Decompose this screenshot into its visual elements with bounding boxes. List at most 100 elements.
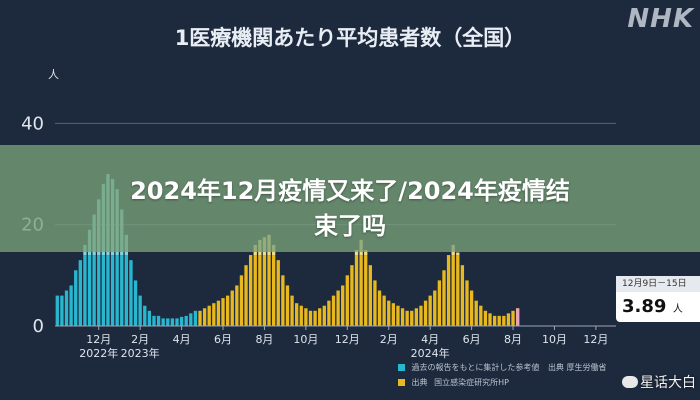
series-0-bar (152, 315, 156, 326)
series-0-bar (69, 285, 73, 326)
series-1-bar (313, 310, 317, 326)
legend-label-reference: 過去の報告をもとに集計した参考値 (411, 363, 540, 372)
x-tick-label: 12月 (335, 333, 360, 346)
watermark-text: 星话大白 (640, 375, 696, 391)
x-year-label: 2024年 (411, 346, 450, 360)
series-1-bar (479, 305, 483, 326)
series-1-bar (267, 255, 271, 326)
legend-note-reference: 過去の報告をもとに集計した参考値 出典 厚生労働省 (398, 362, 606, 373)
series-1-bar (225, 295, 230, 326)
weibo-watermark: 星话大白 (622, 372, 696, 392)
series-0-bar (124, 255, 129, 326)
series-1-bar (230, 290, 234, 326)
y-axis-unit: 人 (48, 68, 59, 81)
series-1-bar (202, 308, 207, 326)
series-0-bar (101, 255, 105, 326)
series-0-bar (138, 295, 142, 326)
series-1-bar (322, 305, 326, 326)
series-0-bar (189, 313, 193, 326)
weibo-icon (622, 376, 638, 388)
series-1-bar (373, 280, 377, 326)
series-1-bar (212, 303, 216, 326)
series-1-bar (460, 265, 465, 326)
series-1-bar (221, 298, 225, 326)
series-0-bar (64, 290, 69, 326)
series-0-bar (60, 295, 64, 326)
x-year-label: 2023年 (121, 346, 160, 360)
series-0-bar (179, 316, 184, 326)
series-1-bar-upper (456, 252, 460, 256)
series-1-bar (497, 315, 501, 326)
series-1-bar (354, 255, 359, 326)
series-1-bar (262, 255, 267, 326)
series-1-bar (396, 305, 400, 326)
latest-bar (515, 308, 520, 326)
series-1-bar (387, 300, 391, 326)
series-1-bar (345, 275, 349, 326)
x-tick-label: 6月 (463, 333, 481, 346)
series-1-bar-upper (364, 250, 368, 256)
series-1-bar (428, 295, 432, 326)
x-tick-label: 8月 (255, 333, 273, 346)
series-1-bar (359, 255, 363, 326)
series-1-bar (511, 310, 515, 326)
series-1-bar (465, 280, 469, 326)
series-1-bar (433, 290, 437, 326)
series-1-bar (331, 295, 336, 326)
series-1-bar (488, 313, 492, 326)
series-1-bar (290, 295, 294, 326)
series-1-bar (492, 315, 497, 326)
series-1-bar (304, 308, 308, 326)
series-1-bar (451, 255, 455, 326)
series-0-bar (78, 260, 82, 326)
legend-label-niid: 国立感染症研究所HP (434, 378, 509, 387)
series-1-bar (414, 308, 419, 326)
callout-value: 3.89 人 (622, 296, 683, 317)
series-1-bar (285, 285, 290, 326)
series-0-bar (120, 255, 124, 326)
series-1-bar (419, 305, 423, 326)
series-1-bar (400, 308, 405, 326)
overlay-headline-line-1: 2024年12月疫情又来了/2024年疫情结 (130, 177, 570, 205)
legend-swatch-reference (398, 364, 405, 371)
series-1-bar (405, 310, 409, 326)
series-0-bar (193, 310, 198, 326)
series-1-bar (258, 255, 262, 326)
x-tick-label: 2月 (131, 333, 149, 346)
x-tick-label: 6月 (214, 333, 232, 346)
series-1-bar (198, 310, 202, 326)
x-tick-label: 4月 (421, 333, 439, 346)
legend-source-niid: 出典 (411, 378, 428, 387)
series-1-bar (391, 303, 396, 326)
series-0-bar (147, 310, 152, 326)
x-year-label: 2022年 (79, 346, 118, 360)
callout-date: 12月9日－15日 (616, 276, 700, 292)
x-tick-label: 10月 (293, 333, 318, 346)
series-0-bar (184, 315, 188, 326)
x-tick-label: 4月 (173, 333, 191, 346)
series-0-bar (87, 255, 92, 326)
legend-source-reference: 出典 厚生労働省 (547, 363, 607, 372)
x-tick-label: 12月 (583, 333, 608, 346)
series-1-bar (253, 255, 257, 326)
series-1-bar (248, 255, 253, 326)
series-0-bar (97, 255, 101, 326)
series-0-bar (55, 295, 59, 326)
series-1-bar (446, 255, 451, 326)
series-1-bar (327, 300, 331, 326)
series-0-bar (92, 255, 96, 326)
series-1-bar (308, 310, 313, 326)
series-0-bar (166, 318, 170, 326)
series-0-bar (110, 255, 115, 326)
series-1-bar (341, 285, 345, 326)
series-1-bar (244, 265, 248, 326)
series-1-bar (239, 275, 244, 326)
series-1-bar (299, 305, 303, 326)
series-1-bar (207, 305, 211, 326)
series-1-bar (235, 285, 239, 326)
series-0-bar (115, 255, 119, 326)
series-1-bar (456, 255, 460, 326)
series-0-bar (133, 280, 138, 326)
chart-title: 1医療機関あたり平均患者数（全国） (174, 26, 526, 50)
series-1-bar (336, 290, 340, 326)
